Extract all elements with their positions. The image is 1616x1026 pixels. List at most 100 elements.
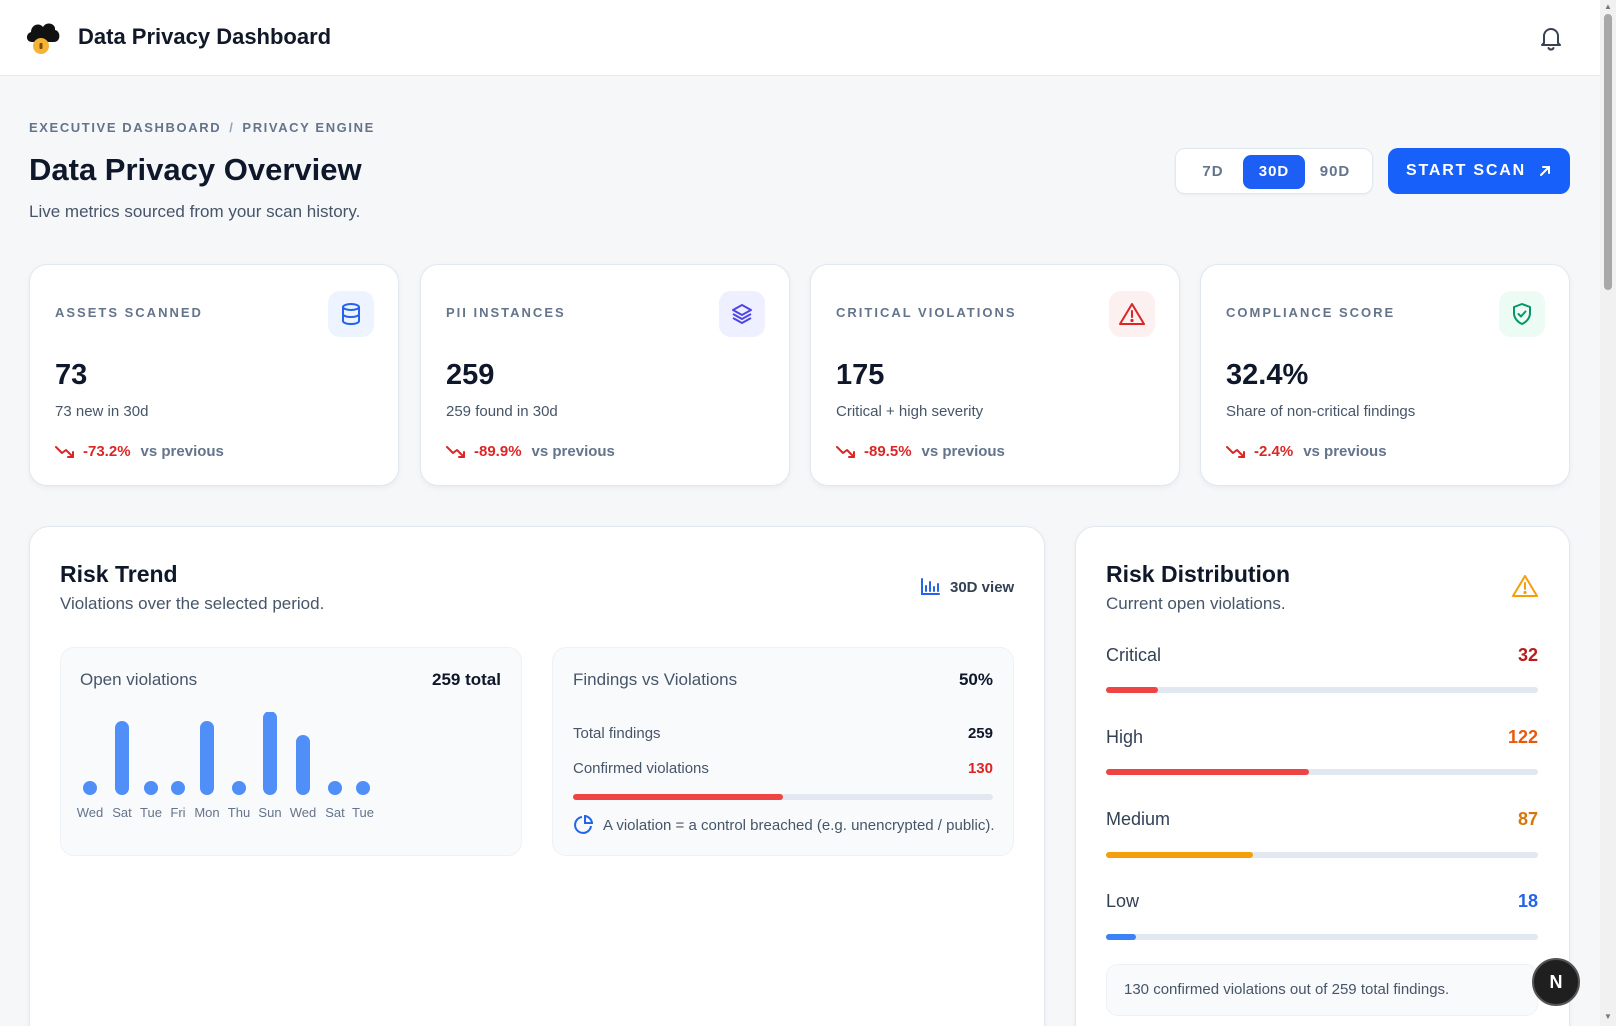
risk-row-high-track (1106, 769, 1538, 775)
top-bar: Data Privacy Dashboard (0, 0, 1600, 76)
chart-bar[interactable] (296, 735, 310, 795)
bar-chart-icon (921, 578, 940, 595)
risk-summary: 130 confirmed violations out of 259 tota… (1106, 964, 1538, 1016)
alert-triangle-icon (1109, 291, 1155, 337)
breadcrumb-item[interactable]: PRIVACY ENGINE (242, 120, 375, 135)
stat-delta: -73.2% vs previous (55, 443, 224, 460)
risk-row-medium-label: Medium (1106, 809, 1171, 829)
scroll-down-icon[interactable]: ▼ (1604, 1012, 1612, 1021)
breadcrumb-item[interactable]: EXECUTIVE DASHBOARD (29, 120, 222, 135)
total-findings-label: Total findings (573, 725, 661, 742)
chart-tick-label: Wed (77, 805, 104, 820)
risk-row-critical-track (1106, 687, 1538, 693)
breadcrumb-separator: / (229, 120, 235, 135)
chart-bar[interactable] (171, 781, 185, 795)
stat-delta-value: -73.2% (83, 443, 131, 460)
chart-bar[interactable] (328, 781, 342, 795)
range-7d-button[interactable]: 7D (1202, 163, 1224, 180)
risk-row-critical-fill (1106, 687, 1158, 693)
chart-tick-label: Wed (290, 805, 317, 820)
chart-bar[interactable] (83, 781, 97, 795)
chart-tick-label: Mon (194, 805, 219, 820)
total-findings-value: 259 (967, 725, 993, 742)
page-subtitle: Live metrics sourced from your scan hist… (29, 202, 361, 221)
stat-delta: -89.9% vs previous (446, 443, 615, 460)
range-30d-button[interactable]: 30D (1243, 155, 1305, 189)
risk-row-low-fill (1106, 934, 1137, 940)
breadcrumb: EXECUTIVE DASHBOARD / PRIVACY ENGINE (29, 120, 375, 135)
stat-delta-caption: vs previous (921, 443, 1005, 460)
stat-note: 259 found in 30d (446, 403, 558, 420)
chart-tick-label: Tue (140, 805, 162, 820)
start-scan-label: START SCAN (1406, 162, 1526, 179)
next-badge[interactable]: N (1532, 958, 1580, 1006)
findings-vs-violations-card (552, 647, 1014, 856)
pie-chart-icon (574, 815, 593, 834)
stat-label: CRITICAL VIOLATIONS (836, 305, 1017, 320)
confirmed-violations-value: 130 (967, 760, 993, 777)
risk-row-high-label: High (1106, 727, 1144, 747)
risk-row-critical-value: 32 (1517, 645, 1538, 665)
stat-card-pii: PII INSTANCES 259 259 found in 30d -89.9… (420, 264, 790, 486)
risk-row-medium-value: 87 (1517, 809, 1538, 829)
stat-delta: -89.5% vs previous (836, 443, 1005, 460)
chart-tick-label: Sun (258, 805, 281, 820)
database-icon (328, 291, 374, 337)
scroll-thumb[interactable] (1604, 14, 1612, 290)
chart-bar[interactable] (115, 721, 129, 795)
findings-percent: 50% (958, 670, 993, 689)
stat-delta-value: -89.9% (474, 443, 522, 460)
trending-down-icon (446, 445, 465, 458)
findings-title: Findings vs Violations (573, 670, 738, 689)
chart-bar[interactable] (200, 721, 214, 795)
arrow-up-right-icon (1539, 166, 1550, 176)
bell-icon[interactable] (1538, 24, 1564, 52)
risk-row-low-value: 18 (1517, 891, 1538, 911)
risk-row-low-label: Low (1106, 891, 1140, 911)
violation-definition-note: A violation = a control breached (e.g. u… (573, 815, 995, 835)
stat-card-critical: CRITICAL VIOLATIONS 175 Critical + high … (810, 264, 1180, 486)
risk-trend-subtitle: Violations over the selected period. (60, 594, 325, 613)
range-selector: 7D 30D 90D (1175, 148, 1373, 194)
trending-down-icon (836, 445, 855, 458)
risk-row-critical-label: Critical (1106, 645, 1162, 665)
stat-delta-caption: vs previous (531, 443, 615, 460)
warning-icon (1512, 575, 1538, 597)
chart-bar[interactable] (232, 781, 246, 795)
page-scrollbar[interactable]: ▲ ▼ (1600, 0, 1616, 1026)
chart-tick-label: Sat (325, 805, 345, 820)
stat-label: COMPLIANCE SCORE (1226, 305, 1396, 320)
open-violations-chart: Wed Sat Tue Fri Mon Thu Sun Wed Sat Tue (77, 712, 374, 820)
chart-tick-label: Sat (112, 805, 132, 820)
trending-down-icon (55, 445, 74, 458)
stat-card-assets: ASSETS SCANNED 73 73 new in 30d -73.2% v… (29, 264, 399, 486)
range-90d-button[interactable]: 90D (1319, 163, 1351, 180)
findings-progress-track (573, 794, 993, 800)
stat-note: 73 new in 30d (55, 403, 149, 420)
app-title: Data Privacy Dashboard (78, 24, 332, 49)
stat-note: Critical + high severity (836, 403, 984, 420)
start-scan-button[interactable]: START SCAN (1388, 148, 1570, 194)
risk-distribution-panel (1075, 526, 1570, 1026)
view-chip-label: 30D view (950, 578, 1015, 596)
risk-distribution-subtitle: Current open violations. (1106, 594, 1286, 613)
stat-value: 73 (55, 359, 88, 391)
stat-delta-value: -89.5% (864, 443, 912, 460)
stat-label: ASSETS SCANNED (55, 305, 203, 320)
layers-icon (719, 291, 765, 337)
risk-distribution-title: Risk Distribution (1106, 561, 1291, 587)
view-chip[interactable]: 30D view (920, 578, 1014, 596)
stat-card-compliance: COMPLIANCE SCORE 32.4% Share of non-crit… (1200, 264, 1570, 486)
chart-bar[interactable] (144, 781, 158, 795)
violation-definition-text: A violation = a control breached (e.g. u… (603, 816, 995, 834)
stat-delta-value: -2.4% (1254, 443, 1294, 460)
scroll-up-icon[interactable]: ▲ (1604, 2, 1612, 11)
chart-tick-label: Tue (352, 805, 374, 820)
chart-tick-label: Fri (170, 805, 185, 820)
chart-bar[interactable] (356, 781, 370, 795)
stat-delta: -2.4% vs previous (1226, 443, 1387, 460)
chart-bar[interactable] (263, 712, 277, 795)
risk-row-high-value: 122 (1507, 727, 1538, 747)
stat-delta-caption: vs previous (1303, 443, 1387, 460)
stat-value: 175 (836, 359, 885, 391)
